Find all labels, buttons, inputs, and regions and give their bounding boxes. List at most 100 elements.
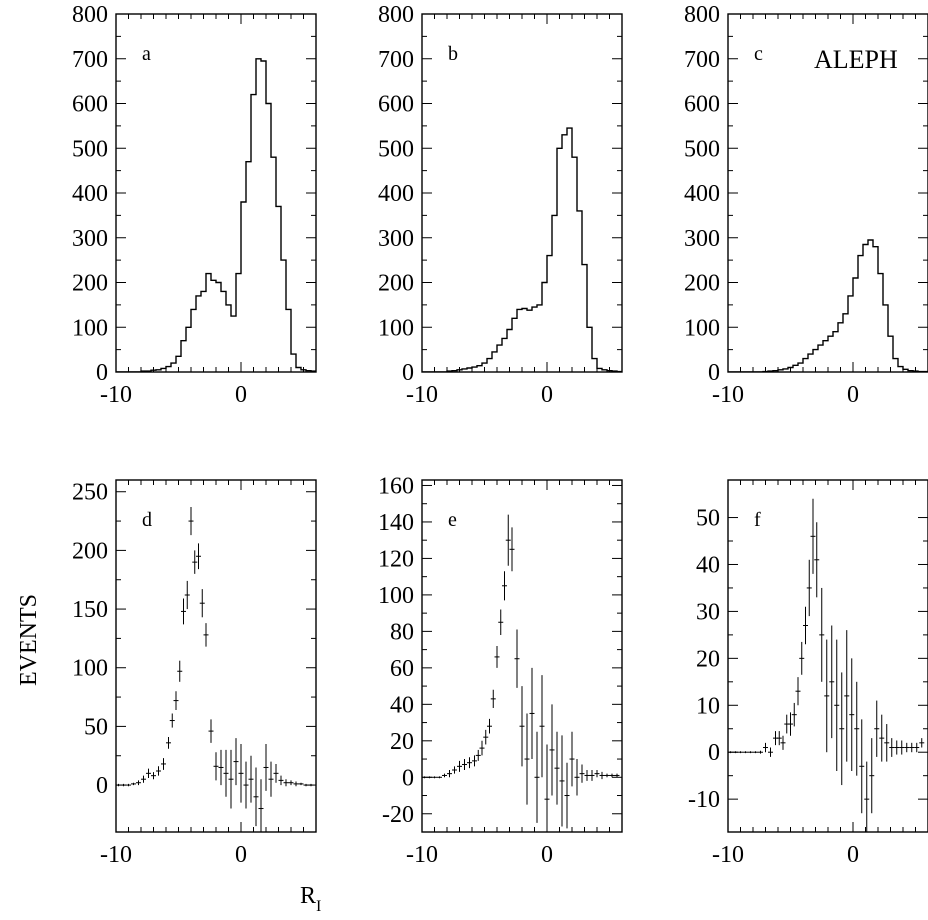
panel-label-f: f — [754, 509, 761, 531]
data-point — [884, 724, 890, 762]
y-tick-label: 400 — [72, 181, 108, 207]
data-point — [753, 751, 758, 754]
panel-d: 0 50 100 150 200 250 -10 0 d — [72, 479, 317, 868]
y-tick-label: 100 — [72, 315, 108, 341]
data-point — [733, 751, 738, 754]
y-tick-label: 200 — [684, 271, 720, 297]
data-point — [437, 776, 442, 779]
data-point — [579, 764, 585, 783]
data-point — [574, 759, 580, 796]
data-point — [196, 543, 201, 570]
data-point — [899, 740, 905, 755]
data-point — [834, 639, 840, 771]
data-point — [243, 761, 249, 809]
data-point — [594, 769, 600, 778]
y-tick-label: 300 — [378, 226, 414, 252]
panel-label-b: b — [448, 43, 458, 65]
data-point — [177, 660, 183, 682]
y-tick-label: 50 — [696, 506, 720, 532]
data-point — [223, 749, 229, 797]
panel-e: -20 0 20 40 60 80 100 120 140 160 -10 0 e — [378, 473, 623, 868]
panel-f-frame — [727, 479, 928, 833]
y-tick-label: 80 — [390, 619, 414, 645]
y-tick-label: 700 — [72, 47, 108, 73]
data-point — [268, 761, 274, 797]
panel-e-plot — [422, 514, 620, 832]
y-tick-label: 100 — [378, 583, 414, 609]
data-point — [263, 744, 269, 791]
data-point — [184, 580, 190, 610]
y-tick-label: 700 — [378, 47, 414, 73]
data-point — [564, 762, 570, 829]
data-point — [743, 751, 748, 754]
histogram-series-b — [422, 127, 622, 372]
y-tick-label: 140 — [378, 510, 414, 536]
y-tick-label: 600 — [72, 92, 108, 118]
x-tick-label: 0 — [541, 842, 553, 868]
x-axis-label-main: R — [300, 883, 316, 909]
x-tick-label: -10 — [712, 842, 744, 868]
histogram-series-a — [116, 58, 316, 372]
data-point — [146, 768, 151, 779]
x-tick-label: -10 — [712, 382, 744, 408]
data-point — [519, 686, 525, 767]
data-point — [539, 675, 545, 778]
data-point — [452, 766, 457, 774]
data-point — [780, 735, 786, 750]
y-tick-label: 30 — [696, 599, 720, 625]
panel-label-a: a — [142, 43, 151, 65]
data-point — [457, 760, 462, 772]
y-tick-label: 800 — [378, 2, 414, 28]
data-point — [442, 773, 447, 778]
data-point — [141, 775, 146, 783]
data-point — [303, 783, 309, 787]
y-tick-label: 100 — [378, 315, 414, 341]
data-point — [203, 623, 209, 647]
data-point — [534, 731, 540, 823]
data-point — [819, 587, 825, 682]
data-point — [824, 639, 830, 753]
data-point — [427, 776, 432, 779]
data-point — [814, 522, 820, 598]
data-point — [849, 658, 855, 771]
y-tick-label: 700 — [684, 47, 720, 73]
data-point — [554, 731, 560, 805]
data-point — [188, 506, 194, 536]
y-tick-label: -10 — [688, 787, 720, 813]
data-point — [614, 773, 620, 778]
y-tick-label: 40 — [696, 552, 720, 578]
data-point — [569, 731, 575, 787]
data-point — [131, 782, 136, 786]
panel-label-c: c — [754, 43, 763, 65]
data-point — [529, 667, 535, 760]
y-tick-label: 100 — [72, 656, 108, 682]
y-tick-label: 120 — [378, 546, 414, 572]
y-tick-label: 150 — [72, 597, 108, 623]
data-point — [169, 713, 175, 728]
y-tick-label: 200 — [72, 271, 108, 297]
data-point — [288, 780, 294, 786]
data-point — [859, 719, 865, 814]
experiment-label: ALEPH — [814, 45, 898, 74]
data-point — [483, 729, 489, 745]
data-point — [768, 747, 773, 757]
data-point — [839, 672, 845, 786]
y-tick-label: 10 — [696, 693, 720, 719]
data-point — [218, 749, 224, 786]
data-point — [208, 719, 214, 743]
data-point — [869, 738, 875, 814]
y-tick-label: 0 — [708, 360, 720, 386]
data-point — [909, 742, 915, 753]
data-point — [161, 758, 166, 770]
data-point — [422, 776, 427, 779]
panel-f-plot — [728, 498, 925, 832]
data-point — [126, 783, 131, 787]
y-tick-label: 300 — [684, 226, 720, 252]
data-point — [889, 738, 895, 757]
data-point — [467, 757, 472, 769]
y-tick-label: 60 — [390, 656, 414, 682]
y-tick-label: 250 — [72, 480, 108, 506]
data-point — [604, 773, 610, 778]
